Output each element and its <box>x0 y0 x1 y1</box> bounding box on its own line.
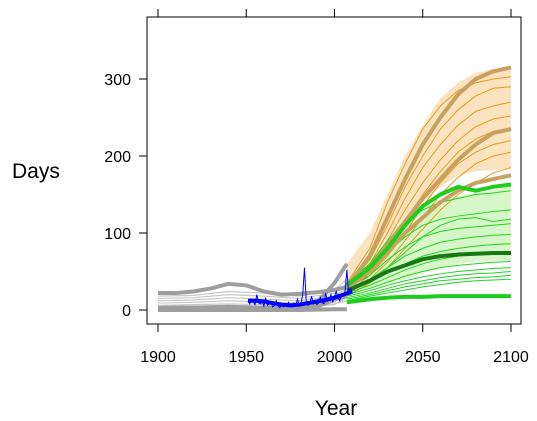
high-scenario-thin-line <box>346 86 512 288</box>
low-scenario-thin-line <box>346 260 512 296</box>
low-scenario-bold-line <box>346 294 511 305</box>
x-tick-label: 2000 <box>317 349 353 366</box>
y-axis-title: Days <box>12 160 60 183</box>
y-tick-label: 200 <box>104 149 131 166</box>
x-tick-label: 2050 <box>405 349 441 366</box>
x-tick-label: 1900 <box>140 349 176 366</box>
y-tick-label: 300 <box>104 72 131 89</box>
high-scenario-bold-line <box>345 173 512 291</box>
observed-smooth-line <box>248 289 353 308</box>
low-scenario-thin-line <box>346 267 512 297</box>
historical-thin-line <box>157 283 348 300</box>
historical-bold-line <box>158 262 349 310</box>
high-scenario-thin-line <box>346 101 512 289</box>
axes: 1900 1950 2000 2050 2100 0 100 200 300 <box>104 9 529 366</box>
high-scenario-bold-line <box>345 65 512 289</box>
series-lines <box>157 65 512 312</box>
low-scenario-thin-line <box>346 223 512 289</box>
low-scenario-thin-line <box>346 278 512 302</box>
historical-bold-line <box>158 281 348 297</box>
low-scenario-bold-line <box>345 182 512 287</box>
y-tick-label: 0 <box>122 303 131 320</box>
low-scenario-thin-line <box>346 271 512 299</box>
high-scenario-thin-line <box>346 140 512 294</box>
x-axis-title: Year <box>315 397 357 420</box>
x-tick-label: 1950 <box>228 349 264 366</box>
high-scenario-thin-line <box>346 76 512 284</box>
high-scenario-band <box>346 67 511 291</box>
x-tick-label: 2100 <box>493 349 529 366</box>
y-tick-label: 100 <box>104 226 131 243</box>
low-scenario-thin-line <box>346 274 512 300</box>
low-scenario-thin-line <box>346 234 512 291</box>
low-scenario-bold-line <box>346 251 511 293</box>
low-scenario-thin-line <box>346 190 512 284</box>
